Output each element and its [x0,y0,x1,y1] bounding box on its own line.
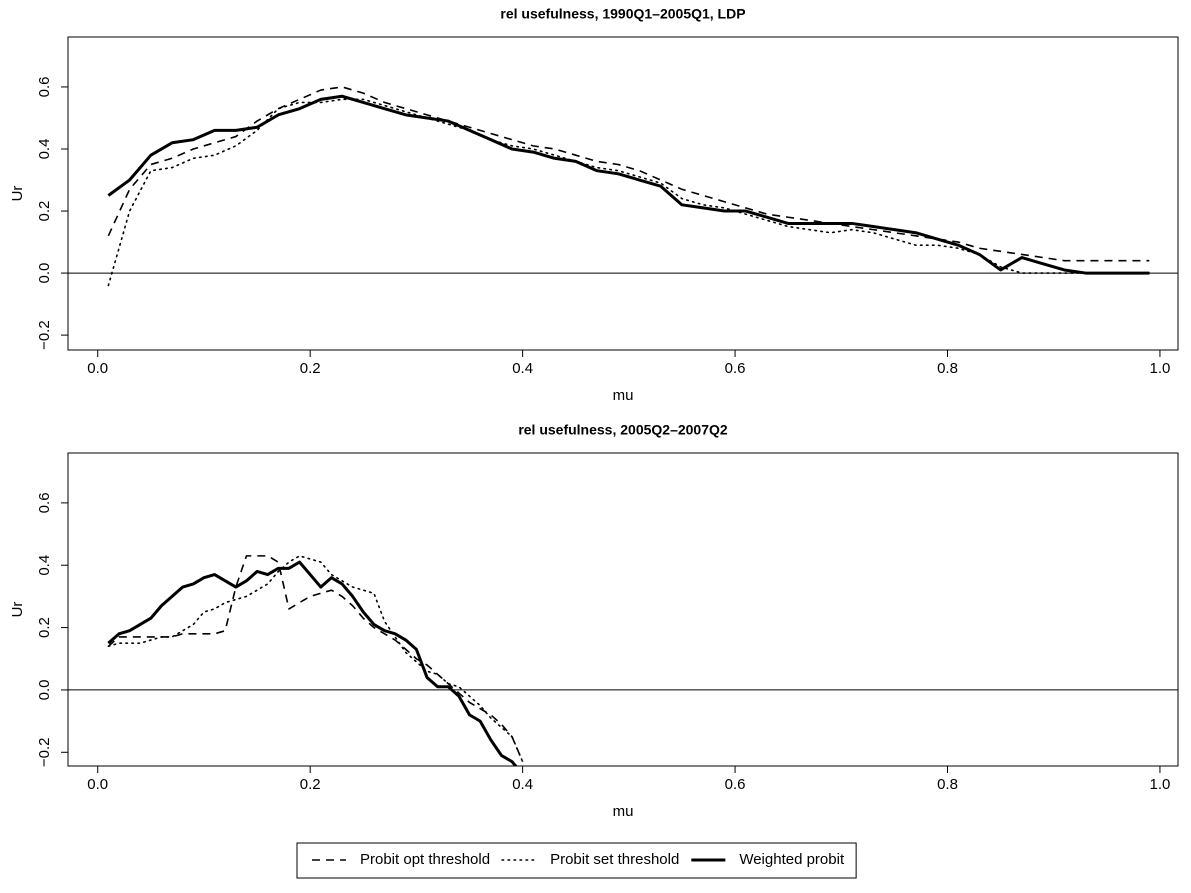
x-tick-label: 0.8 [937,360,958,377]
chart-title: rel usefulness, 1990Q1–2005Q1, LDP [500,6,745,22]
x-axis-label: mu [613,803,634,820]
series-line [107,555,524,763]
y-tick-label: 0.6 [36,492,53,513]
legend-label: Probit opt threshold [360,851,490,868]
x-tick-label: 0.4 [512,776,533,793]
y-tick-label: −0.2 [36,320,53,350]
legend: Probit opt threshold Probit set threshold… [296,842,857,879]
legend-label: Probit set threshold [550,851,679,868]
x-tick-label: 0.6 [725,360,746,377]
x-tick-label: 1.0 [1150,776,1171,793]
series-line [107,98,1151,287]
chart-title: rel usefulness, 2005Q2–2007Q2 [518,422,728,438]
x-tick-label: 0.4 [512,360,533,377]
legend-label: Weighted probit [739,851,845,868]
x-tick-label: 1.0 [1150,360,1171,377]
series-line [107,94,1150,275]
plot-frame [67,36,1179,351]
y-tick-label: 0.2 [36,201,53,222]
x-tick-label: 0.8 [937,776,958,793]
y-axis-label: Ur [9,186,26,202]
legend-box [296,842,857,879]
x-tick-label: 0.2 [300,776,321,793]
y-tick-label: 0.0 [36,263,53,284]
x-tick-label: 0.0 [87,776,108,793]
x-axis-label: mu [613,387,634,404]
y-tick-label: −0.2 [36,737,53,767]
plot-area [68,86,1178,287]
x-tick-label: 0.0 [87,360,108,377]
x-tick-label: 0.2 [300,360,321,377]
y-tick-label: 0.4 [36,139,53,160]
plot-area [68,555,1178,766]
series-line [107,555,524,762]
y-tick-label: 0.4 [36,555,53,576]
series-line [107,560,518,766]
y-tick-label: 0.0 [36,680,53,701]
plot-frame [67,452,1179,767]
x-tick-label: 0.6 [725,776,746,793]
y-tick-label: 0.2 [36,617,53,638]
y-tick-label: 0.6 [36,77,53,98]
series-line [107,86,1150,262]
y-axis-label: Ur [9,602,26,618]
